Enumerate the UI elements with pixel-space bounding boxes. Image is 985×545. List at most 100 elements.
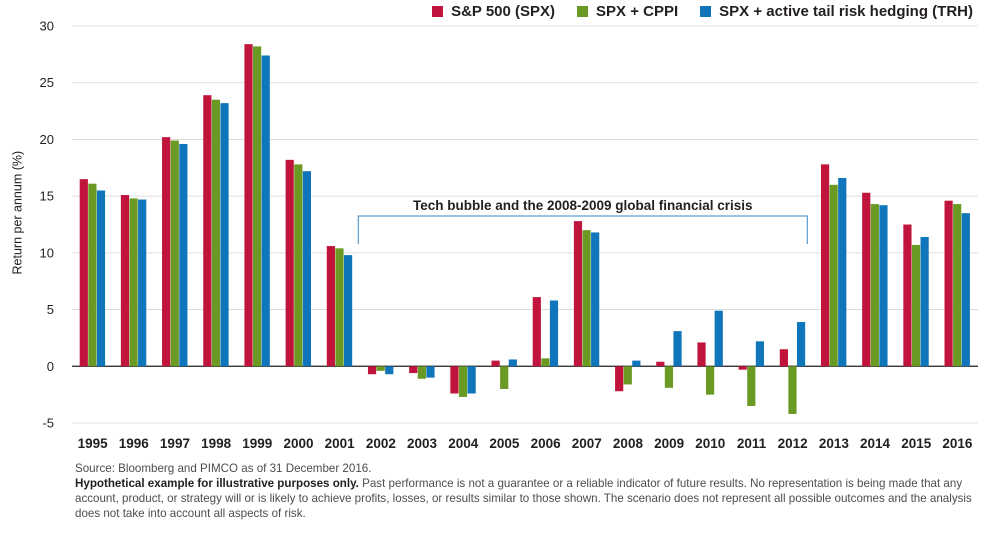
annotation-bracket (357, 215, 808, 244)
legend-item-trh: SPX + active tail risk hedging (TRH) (700, 3, 973, 20)
bar-2016-series-1 (953, 204, 962, 367)
x-tick-label: 2002 (366, 436, 396, 451)
bar-1996-series-2 (138, 199, 147, 367)
bar-2015-series-2 (920, 236, 929, 367)
bar-2013-series-2 (838, 177, 847, 367)
x-tick-label: 2012 (778, 436, 808, 451)
bar-1995-series-1 (88, 183, 97, 367)
bar-2011-series-1 (747, 366, 756, 406)
bar-2007-series-1 (582, 230, 591, 367)
disclaimer-text: Past performance is not a guarantee or a… (75, 477, 972, 520)
bar-2009-series-0 (656, 361, 665, 367)
y-tick-label: 0 (47, 359, 54, 374)
bar-2003-series-2 (426, 366, 435, 378)
bar-2011-series-0 (738, 366, 747, 370)
bar-2001-series-2 (343, 255, 353, 367)
bar-1995-series-0 (79, 179, 88, 367)
x-tick-label: 2000 (283, 436, 313, 451)
bar-1998-series-1 (211, 99, 221, 367)
bar-2009-series-1 (664, 366, 674, 388)
bar-2003-series-1 (417, 366, 426, 379)
x-tick-label: 2005 (489, 436, 520, 451)
bar-2000-series-2 (302, 171, 311, 367)
bar-chart: -5 0 5 10 15 20 25 30 1995 1996 1997 1998 1999 2000 20… (40, 19, 978, 451)
bar-2002-series-2 (385, 366, 394, 375)
bar-1997-series-1 (170, 140, 179, 367)
bar-2003-series-0 (409, 366, 418, 374)
bar-2015-series-1 (911, 244, 921, 367)
x-tick-label: 2003 (407, 436, 438, 451)
x-tick-label: 1995 (78, 436, 109, 451)
bar-2000-series-1 (294, 164, 303, 367)
bar-2012-series-2 (796, 322, 806, 367)
legend-item-cppi: SPX + CPPI (577, 3, 678, 20)
x-tick-label: 2007 (572, 436, 602, 451)
bar-2010-series-0 (697, 342, 706, 367)
bar-2013-series-0 (820, 164, 830, 367)
bar-1997-series-0 (162, 137, 171, 367)
y-tick-label: -5 (42, 416, 54, 431)
bar-2013-series-1 (829, 184, 838, 367)
bar-2002-series-0 (367, 366, 377, 375)
bar-1999-series-1 (253, 46, 262, 367)
legend-label-trh: SPX + active tail risk hedging (TRH) (719, 3, 973, 20)
bar-2009-series-2 (673, 331, 682, 367)
x-tick-label: 2014 (860, 436, 891, 451)
bar-1998-series-2 (220, 103, 229, 367)
bar-2006-series-2 (549, 300, 559, 367)
bar-2008-series-1 (623, 366, 632, 385)
bar-2002-series-1 (376, 366, 385, 371)
y-tick-label: 5 (47, 302, 54, 317)
disclaimer: Hypothetical example for illustrative pu… (75, 476, 975, 521)
bar-2012-series-1 (788, 366, 797, 414)
x-tick-label: 2016 (942, 436, 973, 451)
bar-2014-series-0 (862, 192, 871, 367)
footer: Source: Bloomberg and PIMCO as of 31 Dec… (75, 461, 975, 521)
bar-1999-series-2 (261, 55, 270, 367)
bar-2001-series-1 (335, 248, 344, 367)
bar-2005-series-0 (491, 360, 500, 367)
y-tick-label: 25 (40, 75, 54, 90)
x-tick-label: 2008 (613, 436, 644, 451)
bar-2008-series-0 (615, 366, 624, 392)
bar-2001-series-0 (326, 246, 335, 367)
bar-2004-series-0 (450, 366, 459, 394)
x-tick-label: 2006 (531, 436, 562, 451)
bar-2011-series-2 (755, 341, 764, 367)
x-tick-label: 2009 (654, 436, 684, 451)
bar-2014-series-1 (870, 204, 879, 367)
y-tick-label: 20 (40, 132, 54, 147)
bar-2006-series-0 (532, 297, 541, 367)
bar-1996-series-0 (120, 195, 130, 367)
x-tick-label: 2001 (325, 436, 356, 451)
bar-2004-series-1 (458, 366, 468, 397)
legend-swatch-spx (432, 6, 444, 17)
bar-1997-series-2 (179, 143, 188, 367)
bar-2014-series-2 (879, 205, 888, 367)
bar-2004-series-2 (467, 366, 476, 394)
bar-2008-series-2 (632, 360, 641, 367)
bar-2005-series-1 (500, 366, 509, 389)
disclaimer-bold: Hypothetical example for illustrative pu… (75, 477, 359, 490)
bar-2010-series-1 (706, 366, 715, 395)
legend-swatch-trh (700, 6, 712, 17)
y-tick-label: 10 (40, 245, 54, 260)
bar-1995-series-2 (96, 190, 106, 367)
bar-2007-series-0 (573, 221, 583, 367)
legend: S&P 500 (SPX) SPX + CPPI SPX + active ta… (432, 3, 973, 20)
x-tick-label: 1998 (201, 436, 232, 451)
bar-2015-series-0 (903, 224, 912, 367)
legend-label-cppi: SPX + CPPI (596, 3, 679, 20)
source-note: Source: Bloomberg and PIMCO as of 31 Dec… (75, 462, 372, 475)
bar-2000-series-0 (285, 159, 294, 367)
y-tick-label: 15 (40, 189, 54, 204)
bar-2016-series-2 (961, 213, 970, 367)
bar-2010-series-2 (714, 310, 723, 367)
bar-2005-series-2 (508, 359, 517, 367)
bar-1996-series-1 (129, 198, 138, 367)
annotation-label: Tech bubble and the 2008-2009 global fin… (413, 198, 753, 213)
x-tick-label: 1997 (160, 436, 190, 451)
legend-label-spx: S&P 500 (SPX) (451, 3, 556, 20)
x-tick-label: 1999 (242, 436, 272, 451)
x-tick-label: 2010 (695, 436, 725, 451)
